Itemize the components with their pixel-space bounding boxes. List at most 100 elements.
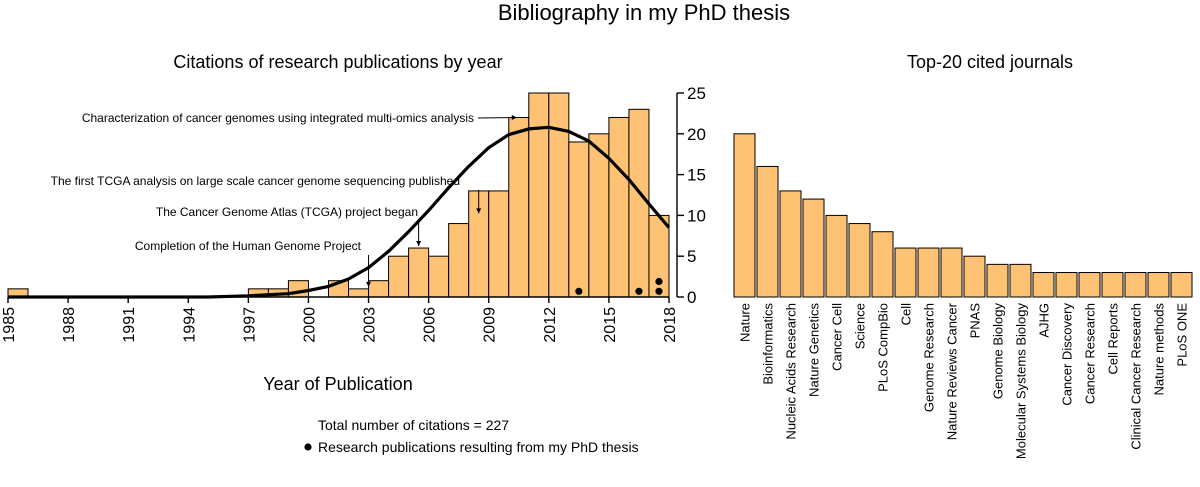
x-tick-label: 2003 [362,307,379,343]
x-tick-label: 1985 [1,307,18,343]
thesis-publication-dot [575,287,583,295]
trend-line [8,125,671,299]
journal-label: AJHG [1037,303,1052,338]
journal-label: PLoS CompBio [876,303,891,392]
year-bar [508,116,530,298]
legend-marker-label: Research publications resulting from my … [318,439,639,455]
annotation-text: The Cancer Genome Atlas (TCGA) project b… [156,205,418,219]
top-journals-chart: Top-20 cited journals Nature Bioinformati… [733,52,1193,459]
journal-bar [940,247,963,298]
journal-label: PNAS [968,303,983,339]
x-tick-label: 2015 [602,307,619,343]
y-tick-label: 20 [687,125,706,144]
year-bar [568,141,590,298]
journal-bar [825,214,848,298]
annotation-text: Characterization of cancer genomes using… [82,111,474,125]
journal-label: Cancer Discovery [1060,303,1075,406]
thesis-publication-dot [635,287,643,295]
right-bars [733,133,1193,298]
annotation-text: Completion of the Human Genome Project [135,239,362,253]
journal-bar [733,133,756,298]
annotation-arrowhead [476,208,482,214]
thesis-publication-dot [655,277,663,286]
right-chart-title: Top-20 cited journals [907,52,1073,72]
journal-label: Genome Research [922,303,937,412]
y-tick-label: 5 [687,247,696,266]
year-bar [428,255,450,298]
y-tick-label: 0 [687,288,696,307]
x-tick-label: 2018 [662,307,679,343]
left-y-axis: 0 5 10 15 20 25 [676,84,706,307]
journal-bar [756,165,779,298]
journal-bar [917,247,940,298]
journal-label: Bioinformatics [761,303,776,385]
left-x-axis: 1985 1988 1991 1994 1997 2000 2003 2006 2009 2012… [1,296,679,343]
y-tick-label: 10 [687,206,706,225]
journal-bar [1032,272,1055,298]
y-tick-label: 15 [687,166,706,185]
x-tick-label: 2012 [542,307,559,343]
journal-bar [779,190,802,298]
journal-bar [1009,263,1032,298]
annotation-arrowhead [416,241,422,247]
journal-bar [848,223,871,298]
journal-label: Nature Reviews Cancer [945,302,960,440]
year-bar [628,108,650,298]
thesis-publication-markers [575,277,663,295]
year-bar [528,92,550,298]
journal-bar [802,198,825,298]
journal-label: Cell Reports [1106,303,1121,375]
left-bars [7,92,670,298]
journal-bar [1147,272,1170,298]
citations-by-year-chart: Citations of research publications by ye… [1,52,706,455]
journal-label: Nature methods [1152,303,1167,396]
year-bar [588,133,610,298]
y-tick-label: 25 [687,84,706,103]
x-tick-label: 1994 [181,307,198,343]
journal-bar [963,255,986,298]
journal-label: Nature Genetics [807,303,822,397]
left-x-axis-label: Year of Publication [263,374,412,394]
left-chart-title: Citations of research publications by ye… [173,52,502,72]
right-category-labels: Nature Bioinformatics Nucleic Acids Resear… [738,302,1190,459]
x-tick-label: 1991 [121,307,138,343]
trend-line-group [8,125,671,299]
annotation-arrowhead [511,114,517,120]
year-bar [448,223,470,298]
journal-label: Science [853,303,868,349]
journal-label: Genome Biology [991,303,1006,400]
year-bar [608,116,630,298]
year-bar [348,288,370,298]
journal-label: Molecular Systems Biology [1014,303,1029,460]
x-tick-label: 2009 [482,307,499,343]
journal-label: PLoS ONE [1175,303,1190,367]
journal-bar [1124,272,1147,298]
x-tick-label: 2006 [422,307,439,343]
year-bar [548,92,570,298]
journal-bar [1101,272,1124,298]
journal-bar [1078,272,1101,298]
annotation-arrow [477,116,517,119]
legend-marker-dot [304,443,312,451]
x-tick-label: 2000 [301,307,318,343]
journal-bar [871,231,894,298]
journal-label: Cancer Research [1083,303,1098,404]
journal-bar [986,263,1009,298]
year-bar [488,190,510,298]
main-title: Bibliography in my PhD thesis [498,0,790,25]
journal-label: Clinical Cancer Research [1129,303,1144,450]
journal-bar [1055,272,1078,298]
journal-bar [894,247,917,298]
journal-label: Nature [738,303,753,342]
year-bar [408,247,430,298]
legend-total-citations: Total number of citations = 227 [318,417,509,433]
year-bar [388,255,410,298]
annotation-arrowhead [366,281,372,287]
journal-label: Cancer Cell [830,303,845,371]
annotations: Characterization of cancer genomes using… [51,111,517,287]
journal-bar [1170,272,1193,298]
annotation-text: The first TCGA analysis on large scale c… [51,174,460,188]
legend: Total number of citations = 227 Research… [304,417,639,455]
thesis-publication-dot [655,287,663,295]
